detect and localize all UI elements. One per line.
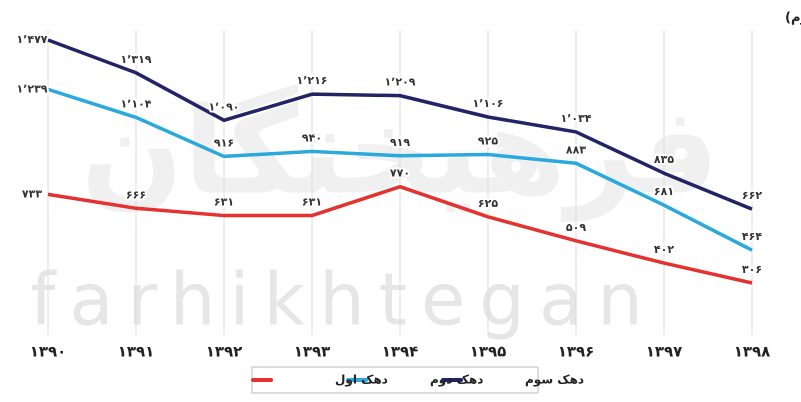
x-tick-label: ۱۳۹۰ — [30, 343, 67, 361]
series-line — [47, 38, 753, 211]
value-label: ۶۲۵ — [478, 197, 498, 210]
value-label: ۸۳۵ — [654, 153, 674, 166]
x-tick-label: ۱۳۹۶ — [558, 343, 595, 361]
value-label: ۱٬۰۳۴ — [560, 112, 591, 125]
x-tick-label: ۱۳۹۸ — [734, 343, 771, 361]
value-label: ۸۸۳ — [566, 143, 586, 156]
value-label: ۴۰۲ — [654, 243, 674, 256]
value-label: ۹۲۵ — [478, 135, 498, 148]
value-label: ۱٬۱۰۴ — [120, 97, 151, 110]
x-tick-label: ۱۳۹۳ — [294, 343, 331, 361]
value-label: ۷۷۰ — [390, 167, 410, 180]
value-label: ۴۶۴ — [742, 230, 762, 243]
value-label: ۹۴۰ — [302, 131, 322, 144]
legend-label: دهک سوم — [525, 373, 584, 388]
value-label: ۱٬۲۳۹ — [16, 82, 47, 95]
value-label: ۱٬۴۷۷ — [16, 33, 47, 46]
value-label: ۱٬۲۰۹ — [384, 76, 415, 89]
value-label: ۶۶۶ — [126, 188, 146, 201]
value-label: ۳۰۶ — [742, 263, 762, 276]
value-label: ۶۸۱ — [654, 185, 674, 198]
x-tick-label: ۱۳۹۷ — [646, 343, 683, 361]
series-line — [47, 87, 753, 252]
legend-label: دهک اول — [335, 373, 388, 388]
series-line — [47, 184, 753, 285]
x-tick-label: ۱۳۹۱ — [118, 343, 155, 361]
value-label: ۱٬۱۰۶ — [472, 97, 503, 110]
value-label: ۹۱۶ — [214, 136, 234, 149]
x-tick-label: ۱۳۹۵ — [470, 343, 507, 361]
x-tick-label: ۱۳۹۴ — [382, 343, 419, 361]
legend-label: دهک دوم — [430, 373, 483, 388]
legend-box — [251, 366, 539, 394]
value-label: ۹۱۹ — [390, 136, 410, 149]
value-label: ۱٬۲۱۶ — [296, 74, 327, 87]
value-label: ۶۳۱ — [302, 196, 322, 209]
x-tick-label: ۱۳۹۲ — [206, 343, 243, 361]
chart-title: مصرف ماهانه گوشت قرمز دهک‌های اول، دوم و… — [785, 10, 801, 26]
value-label: ۱٬۰۹۰ — [208, 100, 239, 113]
value-label: ۱٬۳۱۹ — [120, 53, 151, 66]
value-label: ۷۳۳ — [22, 187, 42, 200]
value-label: ۶۶۲ — [742, 189, 762, 202]
value-label: ۵۰۹ — [566, 221, 586, 234]
value-label: ۶۳۱ — [214, 196, 234, 209]
watermark: farhikhtegan — [30, 258, 657, 342]
